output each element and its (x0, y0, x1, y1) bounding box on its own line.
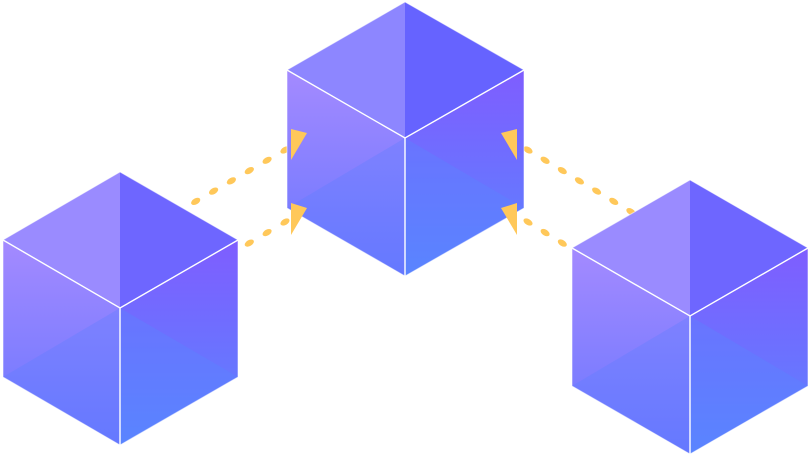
right-cube-inner-shade-right (690, 316, 808, 454)
left-cube-inner-shade-right (120, 308, 238, 445)
connector-dot (226, 177, 236, 185)
top-cube-inner-shade-left (287, 138, 405, 276)
left-cube-inner-shade-left (3, 308, 120, 445)
connector-right-upper (523, 146, 653, 226)
connector-dot (609, 197, 619, 206)
arrowhead-left-upper (291, 129, 307, 160)
connector-dot (244, 166, 254, 175)
arrowheads (291, 129, 517, 235)
arrowhead-left-lower (291, 203, 307, 235)
connector-dot (209, 187, 219, 195)
connector-dot (244, 239, 254, 247)
top-cube-inner-shade-right (405, 138, 524, 276)
right-cube (571, 179, 809, 455)
top-cube-top-right-face (405, 2, 524, 138)
connector-dot (262, 156, 272, 164)
connector-dot (523, 146, 533, 154)
right-cube-top-left-face (572, 180, 690, 316)
connector-dot (540, 228, 550, 237)
connector-dot (540, 156, 550, 164)
right-cube-inner-shade-left (572, 316, 690, 454)
left-cube-top-left-face (3, 172, 120, 308)
left-cube-top-right-face (120, 172, 238, 308)
left-cube (2, 171, 239, 446)
connector-dot (574, 177, 584, 185)
right-cube-top-right-face (690, 180, 808, 316)
connector-dot (592, 187, 602, 195)
arrowhead-right-upper (501, 129, 517, 160)
top-cube (286, 1, 525, 277)
connector-dot (280, 218, 290, 226)
connector-dot (523, 218, 533, 226)
connector-dot (191, 197, 201, 206)
connector-dot (557, 239, 567, 247)
top-cube-top-left-face (287, 2, 405, 138)
connector-dot (557, 166, 567, 175)
connector-dot (262, 228, 272, 237)
arrowhead-right-lower (501, 203, 517, 235)
